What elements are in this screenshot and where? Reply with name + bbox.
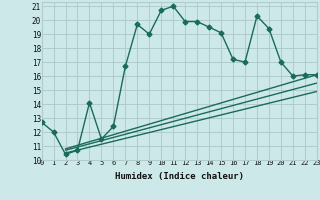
X-axis label: Humidex (Indice chaleur): Humidex (Indice chaleur) bbox=[115, 172, 244, 181]
